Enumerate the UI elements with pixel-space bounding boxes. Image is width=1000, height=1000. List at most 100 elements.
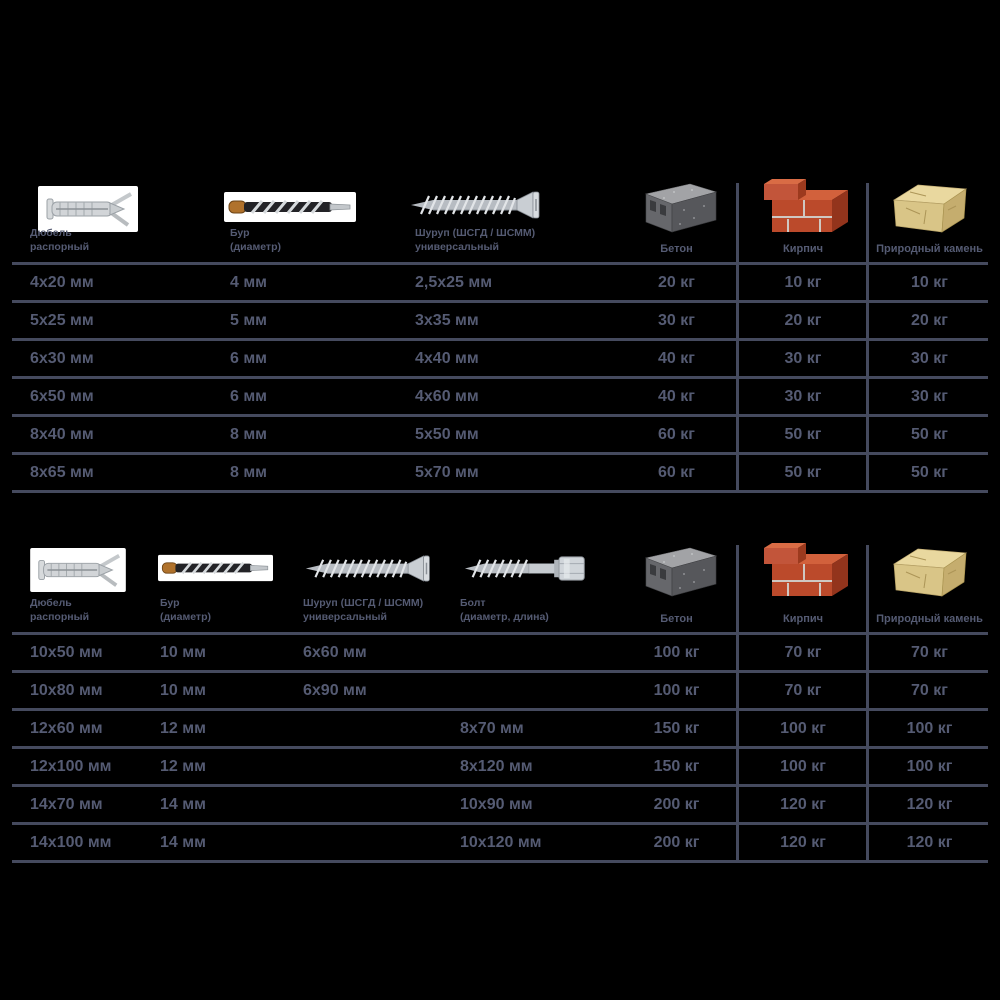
table-cell: 50 кг — [784, 464, 822, 481]
drill-bit-image — [158, 554, 273, 582]
table-row: 8x40 мм 8 мм 5x50 мм 60 кг 50 кг 50 кг — [12, 417, 988, 455]
header-line: Бур — [160, 597, 180, 609]
column-divider — [866, 545, 869, 863]
table-cell: 100 кг — [906, 758, 953, 775]
table-cell: 10x120 мм — [460, 834, 542, 851]
table-cell: 5x25 мм — [30, 312, 94, 329]
table-cell: 14 мм — [160, 834, 206, 851]
table-cell: 100 кг — [653, 644, 700, 661]
table-cell: 6 мм — [230, 388, 268, 405]
table-cell: 70 кг — [911, 644, 948, 661]
table-cell: 10 мм — [160, 644, 206, 661]
table-cell: 30 кг — [911, 388, 948, 405]
table-cell: 10x80 мм — [30, 682, 103, 699]
header-line: Бур — [230, 227, 250, 239]
table-cell: 6x90 мм — [303, 682, 367, 699]
table-cell: 40 кг — [658, 388, 695, 405]
table-cell: 100 кг — [906, 720, 953, 737]
table-cell: 120 кг — [780, 834, 826, 851]
stone-image — [886, 544, 976, 602]
table-cell: 12 мм — [160, 720, 206, 737]
table-cell: 70 кг — [784, 644, 822, 661]
table-cell: 30 кг — [658, 312, 695, 329]
table-cell: 150 кг — [653, 758, 700, 775]
screw-image — [405, 188, 550, 222]
table-cell: 4x20 мм — [30, 274, 94, 291]
table-row: 10x80 мм 10 мм 6x90 мм 100 кг 70 кг 70 кг — [12, 673, 988, 711]
column-header-brick: Кирпич — [783, 613, 823, 625]
table-row: 12x100 мм 12 мм 8x120 мм 150 кг 100 кг 100 кг — [12, 749, 988, 787]
header-line: (диаметр, длина) — [460, 611, 549, 623]
header-divider — [12, 262, 988, 265]
header-line: распорный — [30, 241, 90, 253]
table-cell: 50 кг — [784, 426, 822, 443]
table-cell: 6 мм — [230, 350, 268, 367]
table-cell: 120 кг — [906, 796, 953, 813]
brick-image — [758, 542, 850, 602]
table-cell: 10x50 мм — [30, 644, 103, 661]
table-cell: 8x65 мм — [30, 464, 94, 481]
header-line: Дюбель — [30, 227, 72, 239]
table-cell: 100 кг — [653, 682, 700, 699]
table-row: 4x20 мм 4 мм 2,5x25 мм 20 кг 10 кг 10 кг — [12, 265, 988, 303]
concrete-block-image — [634, 180, 724, 238]
table-cell: 30 кг — [911, 350, 948, 367]
header-line: универсальный — [303, 611, 387, 623]
column-header-dowel: Дюбель распорный — [30, 226, 89, 254]
header-line: Дюбель — [30, 597, 72, 609]
table-row: 5x25 мм 5 мм 3x35 мм 30 кг 20 кг 20 кг — [12, 303, 988, 341]
table-cell: 60 кг — [658, 426, 695, 443]
table-cell: 14x100 мм — [30, 834, 112, 851]
dowel-image — [38, 186, 138, 232]
table-cell: 5x50 мм — [415, 426, 479, 443]
table-cell: 12x60 мм — [30, 720, 103, 737]
table-cell: 30 кг — [784, 388, 822, 405]
table-cell: 5x70 мм — [415, 464, 479, 481]
table-cell: 50 кг — [911, 426, 948, 443]
header-line: распорный — [30, 611, 90, 623]
table-cell: 2,5x25 мм — [415, 274, 493, 291]
table-cell: 200 кг — [653, 834, 700, 851]
table-cell: 50 кг — [911, 464, 948, 481]
table-cell: 4 мм — [230, 274, 268, 291]
column-header-concrete: Бетон — [660, 613, 693, 625]
table-cell: 70 кг — [911, 682, 948, 699]
table-row: 14x70 мм 14 мм 10x90 мм 200 кг 120 кг 120 кг — [12, 787, 988, 825]
header-line: (диаметр) — [160, 611, 211, 623]
table-cell: 20 кг — [911, 312, 948, 329]
table-cell: 10 кг — [911, 274, 948, 291]
table-cell: 20 кг — [658, 274, 695, 291]
table-cell: 6x50 мм — [30, 388, 94, 405]
table-cell: 8 мм — [230, 426, 268, 443]
table-cell: 30 кг — [784, 350, 822, 367]
table-cell: 8 мм — [230, 464, 268, 481]
table-cell: 12x100 мм — [30, 758, 112, 775]
table-cell: 14 мм — [160, 796, 206, 813]
drill-bit-image — [224, 192, 356, 222]
table-cell: 3x35 мм — [415, 312, 479, 329]
concrete-block-image — [634, 544, 724, 602]
table-cell: 40 кг — [658, 350, 695, 367]
table-cell: 120 кг — [906, 834, 953, 851]
column-divider — [736, 545, 739, 863]
table-cell: 10x90 мм — [460, 796, 533, 813]
table-cell: 10 мм — [160, 682, 206, 699]
column-header-concrete: Бетон — [660, 243, 693, 255]
table-cell: 100 кг — [780, 720, 826, 737]
header-line: (диаметр) — [230, 241, 281, 253]
table-cell: 6x60 мм — [303, 644, 367, 661]
table-cell: 6x30 мм — [30, 350, 94, 367]
table-row: 8x65 мм 8 мм 5x70 мм 60 кг 50 кг 50 кг — [12, 455, 988, 493]
table-cell: 12 мм — [160, 758, 206, 775]
brick-image — [758, 178, 850, 238]
table-cell: 70 кг — [784, 682, 822, 699]
header-line: Шуруп (ШСГД / ШСММ) — [415, 227, 536, 239]
table-row: 10x50 мм 10 мм 6x60 мм 100 кг 70 кг 70 кг — [12, 635, 988, 673]
column-header-dowel: Дюбель распорный — [30, 596, 89, 624]
column-header-stone: Природный камень — [876, 613, 983, 625]
table-cell: 20 кг — [784, 312, 822, 329]
